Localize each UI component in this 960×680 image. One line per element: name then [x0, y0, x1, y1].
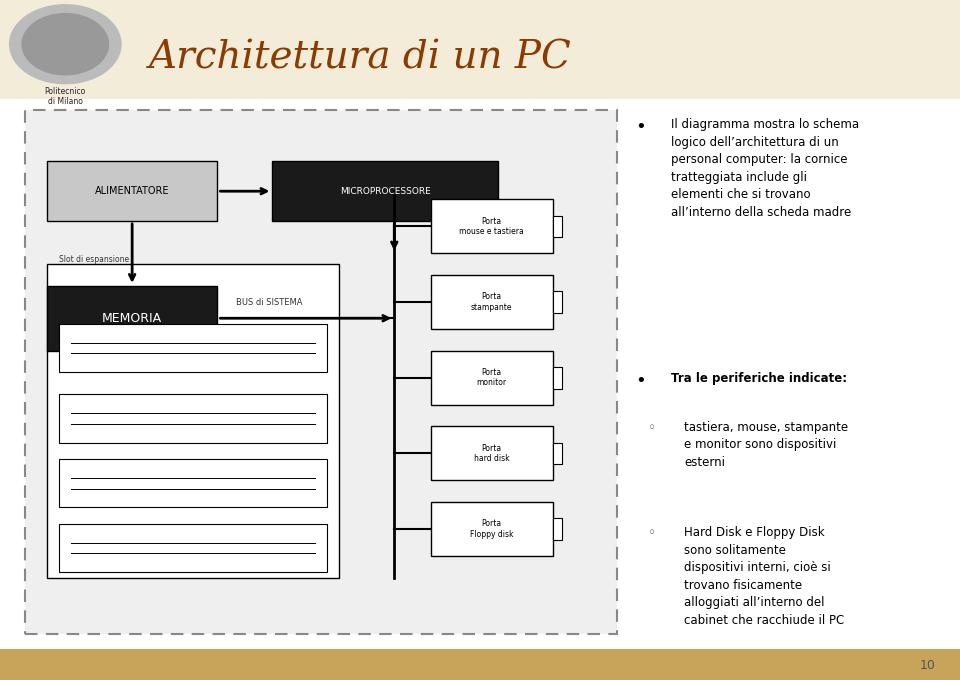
FancyBboxPatch shape	[553, 518, 562, 540]
Bar	[59, 324, 327, 372]
FancyBboxPatch shape	[553, 291, 562, 313]
Text: Porta
mouse e tastiera: Porta mouse e tastiera	[460, 217, 524, 236]
Text: Slot di espansione: Slot di espansione	[59, 255, 129, 264]
Text: Politecnico
di Milano: Politecnico di Milano	[45, 87, 85, 106]
Bar	[59, 524, 327, 573]
Text: ◦: ◦	[648, 421, 657, 435]
Bar	[47, 264, 340, 578]
Text: MICROPROCESSORE: MICROPROCESSORE	[340, 187, 430, 196]
Text: BUS di SISTEMA: BUS di SISTEMA	[236, 299, 302, 307]
Text: Tra le periferiche indicate:: Tra le periferiche indicate:	[671, 372, 847, 386]
Bar	[431, 426, 553, 480]
Text: ◦: ◦	[648, 526, 657, 541]
Text: Porta
stampante: Porta stampante	[471, 292, 513, 311]
Text: Il diagramma mostra lo schema
logico dell’architettura di un
personal computer: : Il diagramma mostra lo schema logico del…	[671, 118, 859, 219]
Bar	[47, 286, 218, 351]
Text: Hard Disk e Floppy Disk
sono solitamente
dispositivi interni, cioè si
trovano fi: Hard Disk e Floppy Disk sono solitamente…	[684, 526, 844, 627]
Text: •: •	[636, 372, 646, 390]
Text: •: •	[636, 118, 646, 136]
Bar	[59, 459, 327, 507]
Text: Porta
Floppy disk: Porta Floppy disk	[470, 520, 514, 539]
Circle shape	[22, 14, 108, 75]
Bar	[0, 649, 960, 680]
Bar	[431, 275, 553, 329]
Bar	[273, 161, 498, 221]
Bar	[431, 351, 553, 405]
Bar	[47, 161, 218, 221]
Text: 10: 10	[920, 658, 936, 672]
Bar	[59, 394, 327, 443]
Text: Architettura di un PC: Architettura di un PC	[149, 39, 571, 76]
Bar	[0, 99, 960, 649]
Text: Porta
monitor: Porta monitor	[477, 368, 507, 388]
Text: Porta
hard disk: Porta hard disk	[474, 443, 510, 463]
Bar	[431, 199, 553, 254]
Text: MEMORIA: MEMORIA	[102, 311, 162, 325]
FancyBboxPatch shape	[553, 443, 562, 464]
FancyBboxPatch shape	[26, 110, 616, 634]
Text: tastiera, mouse, stampante
e monitor sono dispositivi
esterni: tastiera, mouse, stampante e monitor son…	[684, 421, 848, 469]
Text: ALIMENTATORE: ALIMENTATORE	[95, 186, 169, 197]
Bar	[431, 502, 553, 556]
FancyBboxPatch shape	[553, 216, 562, 237]
Circle shape	[10, 5, 121, 84]
FancyBboxPatch shape	[553, 367, 562, 388]
